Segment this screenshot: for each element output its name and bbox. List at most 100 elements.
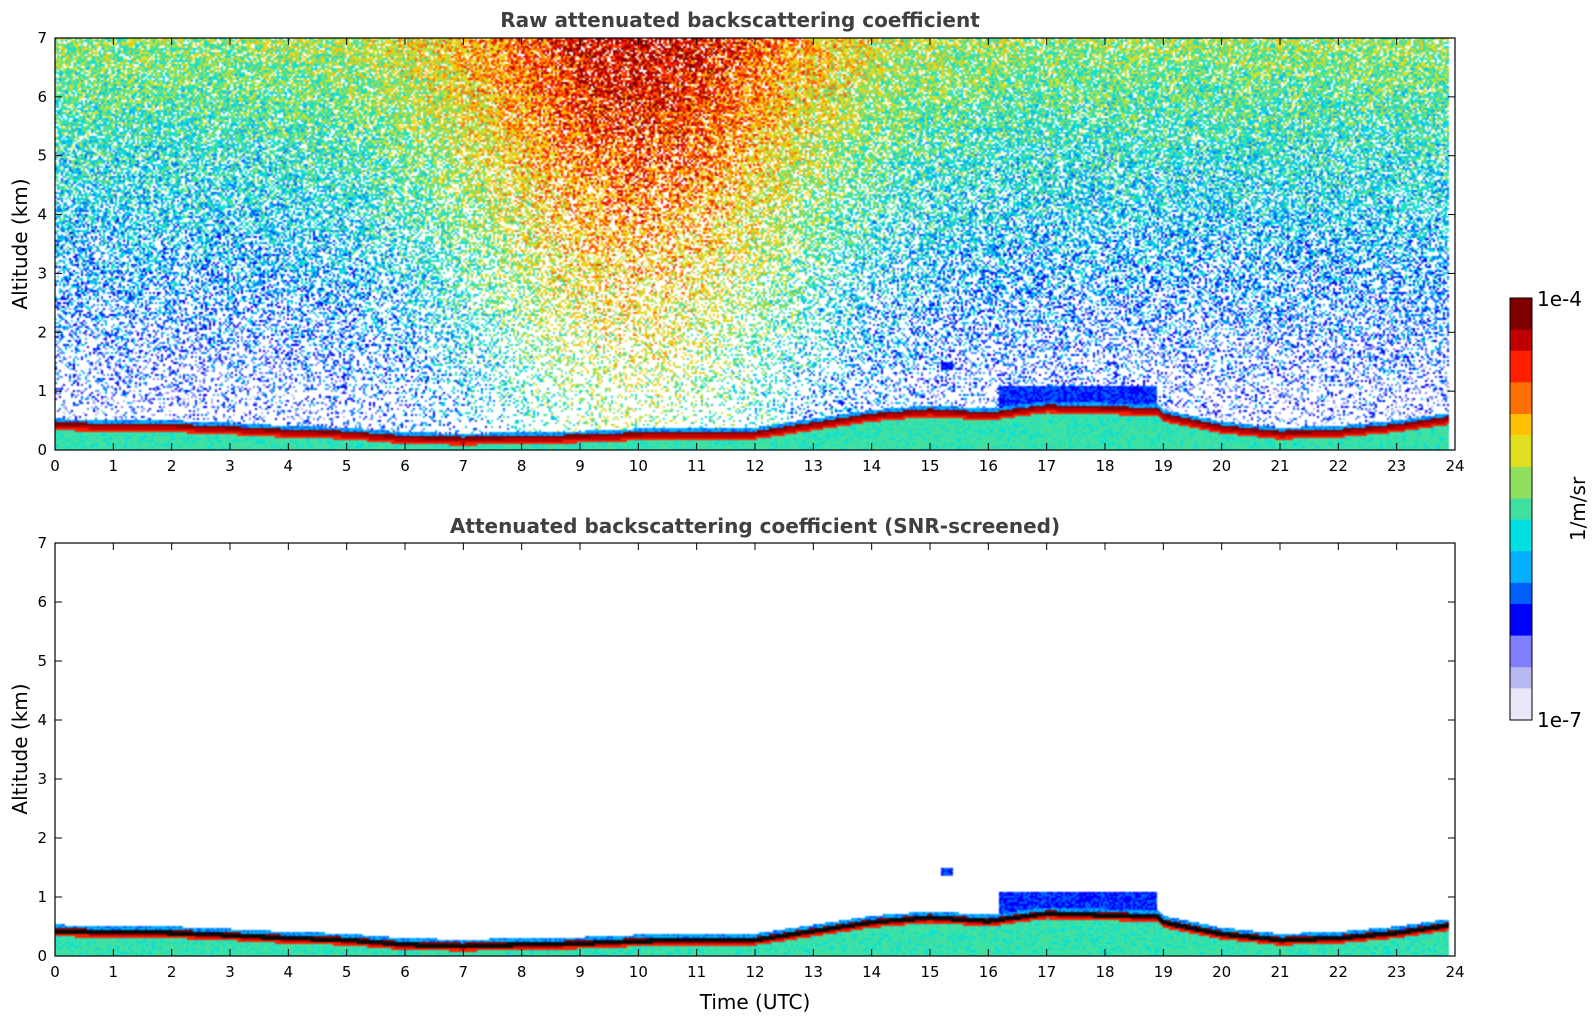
x-tick-label: 7: [459, 457, 469, 475]
y-tick-label: 2: [37, 829, 47, 847]
y-tick-label: 6: [37, 593, 47, 611]
x-tick-label: 3: [225, 457, 235, 475]
y-tick-label: 1: [37, 888, 47, 906]
x-tick-label: 2: [167, 457, 177, 475]
y-tick-label: 0: [37, 947, 47, 965]
y-tick-label: 1: [37, 382, 47, 400]
y-tick-label: 4: [37, 206, 47, 224]
colorbar-step: [1510, 403, 1532, 415]
x-tick-label: 3: [225, 963, 235, 981]
colorbar-min-label: 1e-7: [1537, 708, 1582, 732]
colorbar-step: [1510, 308, 1532, 320]
y-tick-label: 5: [37, 147, 47, 165]
x-tick-label: 10: [629, 457, 648, 475]
backscatter-heatmap: [55, 543, 1455, 956]
x-tick-label: 14: [862, 963, 881, 981]
colorbar-step: [1510, 466, 1532, 478]
y-tick-label: 3: [37, 264, 47, 282]
y-axis-label: Altitude (km): [8, 178, 32, 309]
x-tick-label: 19: [1154, 457, 1173, 475]
colorbar-step: [1510, 350, 1532, 362]
y-tick-label: 4: [37, 711, 47, 729]
x-tick-label: 11: [687, 457, 706, 475]
x-tick-label: 1: [109, 457, 119, 475]
colorbar-step: [1510, 298, 1532, 310]
x-tick-label: 18: [1095, 963, 1114, 981]
y-tick-label: 7: [37, 534, 47, 552]
x-tick-label: 18: [1095, 457, 1114, 475]
x-tick-label: 12: [745, 963, 764, 981]
colorbar-step: [1510, 361, 1532, 373]
colorbar: 1e-4 1e-7 1/m/sr: [1509, 287, 1590, 732]
x-axis: 0 1 2 3 4 5 6 7 8 9 10 11 12 13 14 15 16 17 18 19 20 21 22 23 24: [50, 543, 1465, 981]
x-tick-label: 24: [1445, 457, 1464, 475]
y-tick-label: 5: [37, 652, 47, 670]
x-tick-label: 17: [1037, 963, 1056, 981]
y-axis: 0 1 2 3 4 5 6 7: [37, 29, 1455, 459]
x-tick-label: 9: [575, 963, 585, 981]
y-axis-label: Altitude (km): [8, 683, 32, 814]
y-tick-label: 2: [37, 323, 47, 341]
x-tick-label: 13: [804, 457, 823, 475]
colorbar-step: [1510, 677, 1532, 689]
colorbar-step: [1510, 625, 1532, 637]
x-tick-label: 11: [687, 963, 706, 981]
colorbar-step: [1510, 382, 1532, 394]
colorbar-step: [1510, 572, 1532, 584]
x-tick-label: 7: [459, 963, 469, 981]
colorbar-step: [1510, 635, 1532, 647]
x-tick-label: 21: [1270, 963, 1289, 981]
x-tick-label: 16: [979, 963, 998, 981]
x-tick-label: 16: [979, 457, 998, 475]
colorbar-step: [1510, 667, 1532, 679]
x-tick-label: 20: [1212, 963, 1231, 981]
colorbar-step: [1510, 561, 1532, 573]
x-tick-label: 8: [517, 963, 527, 981]
colorbar-step: [1510, 445, 1532, 457]
y-tick-label: 7: [37, 29, 47, 47]
panel-title: Attenuated backscattering coefficient (S…: [450, 514, 1060, 538]
x-tick-label: 24: [1445, 963, 1464, 981]
colorbar-step: [1510, 646, 1532, 658]
snr-screened-panel: Attenuated backscattering coefficient (S…: [8, 514, 1465, 1014]
x-tick-label: 8: [517, 457, 527, 475]
x-tick-label: 12: [745, 457, 764, 475]
x-tick-label: 20: [1212, 457, 1231, 475]
colorbar-step: [1510, 414, 1532, 426]
colorbar-step: [1510, 688, 1532, 700]
colorbar-step: [1510, 698, 1532, 711]
x-tick-label: 22: [1329, 457, 1348, 475]
colorbar-step: [1510, 540, 1532, 552]
colorbar-step: [1510, 551, 1532, 563]
colorbar-step: [1510, 709, 1532, 721]
colorbar-step: [1510, 603, 1532, 616]
colorbar-step: [1510, 477, 1532, 489]
colorbar-gradient: [1510, 298, 1532, 721]
raw-backscatter-panel: Raw attenuated backscattering coefficien…: [8, 8, 1465, 475]
colorbar-step: [1510, 593, 1532, 605]
y-tick-label: 0: [37, 441, 47, 459]
x-tick-label: 2: [167, 963, 177, 981]
y-tick-label: 3: [37, 770, 47, 788]
colorbar-step: [1510, 582, 1532, 594]
x-tick-label: 6: [400, 963, 410, 981]
panel-title: Raw attenuated backscattering coefficien…: [500, 8, 980, 32]
x-tick-label: 10: [629, 963, 648, 981]
colorbar-step: [1510, 371, 1532, 383]
colorbar-step: [1510, 424, 1532, 436]
colorbar-step: [1510, 519, 1532, 531]
x-axis: 0 1 2 3 4 5 6 7 8 9 10 11 12 13 14 15 16 17 18 19 20 21 22 23 24: [50, 38, 1465, 475]
x-tick-label: 1: [109, 963, 119, 981]
colorbar-frame: [1509, 297, 1533, 721]
x-tick-label: 13: [804, 963, 823, 981]
x-tick-label: 15: [920, 963, 939, 981]
x-tick-label: 5: [342, 963, 352, 981]
x-tick-label: 14: [862, 457, 881, 475]
x-tick-label: 17: [1037, 457, 1056, 475]
y-axis: 0 1 2 3 4 5 6 7: [37, 534, 1455, 965]
x-tick-label: 4: [284, 963, 294, 981]
x-tick-label: 6: [400, 457, 410, 475]
colorbar-step: [1510, 498, 1532, 510]
colorbar-step: [1510, 329, 1532, 341]
colorbar-max-label: 1e-4: [1537, 287, 1582, 311]
